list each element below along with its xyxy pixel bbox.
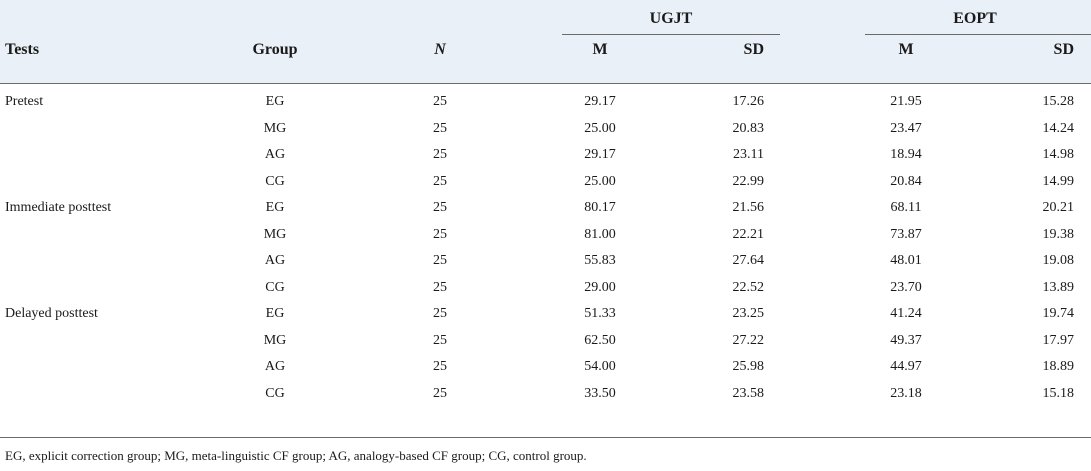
header-n: N <box>434 41 446 58</box>
cell-n: 25 <box>433 200 447 215</box>
eopt-group-rule <box>865 34 1091 35</box>
cell-n: 25 <box>433 359 447 374</box>
cell-ugjt-m: 25.00 <box>584 121 616 136</box>
cell-ugjt-sd: 25.98 <box>732 359 765 374</box>
cell-group: MG <box>263 227 287 242</box>
cell-eopt-sd: 19.74 <box>1042 306 1075 321</box>
table-header-band <box>0 0 1091 83</box>
cell-ugjt-m: 25.00 <box>584 174 616 189</box>
ugjt-group-rule <box>562 34 780 35</box>
cell-eopt-m: 18.94 <box>890 147 922 162</box>
cell-eopt-m: 73.87 <box>890 227 922 242</box>
cell-n: 25 <box>433 306 447 321</box>
cell-ugjt-sd: 22.52 <box>732 280 765 295</box>
cell-group: AG <box>264 147 286 162</box>
cell-eopt-m: 23.70 <box>890 280 922 295</box>
cell-eopt-sd: 14.24 <box>1042 121 1075 136</box>
cell-eopt-m: 20.84 <box>890 174 922 189</box>
cell-eopt-sd: 14.98 <box>1042 147 1075 162</box>
cell-eopt-m: 21.95 <box>890 94 922 109</box>
cell-n: 25 <box>433 280 447 295</box>
cell-ugjt-m: 55.83 <box>584 253 616 268</box>
cell-eopt-m: 44.97 <box>890 359 922 374</box>
cell-ugjt-sd: 21.56 <box>732 200 765 215</box>
cell-eopt-sd: 13.89 <box>1042 280 1075 295</box>
cell-ugjt-m: 62.50 <box>584 333 616 348</box>
cell-eopt-sd: 15.18 <box>1042 386 1075 401</box>
cell-n: 25 <box>433 253 447 268</box>
cell-eopt-m: 23.47 <box>890 121 922 136</box>
cell-group: MG <box>263 121 287 136</box>
header-ugjt-m: M <box>592 41 608 58</box>
header-ugjt-sd: SD <box>743 41 764 58</box>
cell-n: 25 <box>433 121 447 136</box>
cell-n: 25 <box>433 94 447 109</box>
cell-ugjt-sd: 27.64 <box>732 253 765 268</box>
cell-n: 25 <box>433 333 447 348</box>
cell-eopt-sd: 20.21 <box>1042 200 1075 215</box>
cell-eopt-m: 41.24 <box>890 306 922 321</box>
cell-group: EG <box>265 306 285 321</box>
cell-eopt-sd: 17.97 <box>1042 333 1075 348</box>
cell-ugjt-sd: 23.11 <box>733 147 764 162</box>
cell-n: 25 <box>433 174 447 189</box>
cell-eopt-m: 49.37 <box>890 333 922 348</box>
cell-ugjt-m: 33.50 <box>584 386 616 401</box>
header-eopt-m: M <box>898 41 914 58</box>
cell-ugjt-m: 29.00 <box>584 280 616 295</box>
cell-ugjt-sd: 27.22 <box>732 333 765 348</box>
cell-ugjt-m: 54.00 <box>584 359 616 374</box>
cell-ugjt-sd: 23.58 <box>732 386 765 401</box>
cell-eopt-sd: 14.99 <box>1042 174 1075 189</box>
cell-eopt-sd: 15.28 <box>1042 94 1075 109</box>
header-tests: Tests <box>5 41 40 58</box>
cell-group: EG <box>265 94 285 109</box>
cell-eopt-m: 48.01 <box>890 253 922 268</box>
cell-ugjt-sd: 22.21 <box>732 227 765 242</box>
cell-eopt-m: 68.11 <box>890 200 922 215</box>
cell-test: Delayed posttest <box>5 306 98 321</box>
header-eopt: EOPT <box>953 10 997 27</box>
cell-eopt-sd: 19.38 <box>1042 227 1075 242</box>
header-bottom-rule <box>0 83 1091 84</box>
cell-group: CG <box>265 174 285 189</box>
cell-group: CG <box>265 386 285 401</box>
cell-ugjt-m: 51.33 <box>584 306 616 321</box>
cell-group: CG <box>265 280 285 295</box>
cell-ugjt-m: 29.17 <box>584 147 616 162</box>
header-group: Group <box>252 41 298 58</box>
cell-n: 25 <box>433 147 447 162</box>
cell-group: AG <box>264 359 286 374</box>
cell-ugjt-sd: 22.99 <box>732 174 765 189</box>
cell-eopt-sd: 18.89 <box>1042 359 1075 374</box>
cell-test: Immediate posttest <box>5 200 112 215</box>
header-eopt-sd: SD <box>1053 41 1074 58</box>
cell-eopt-m: 23.18 <box>890 386 922 401</box>
cell-ugjt-m: 29.17 <box>584 94 616 109</box>
cell-ugjt-sd: 20.83 <box>732 121 765 136</box>
cell-group: AG <box>264 253 286 268</box>
cell-n: 25 <box>433 227 447 242</box>
cell-group: MG <box>263 333 287 348</box>
header-ugjt: UGJT <box>649 10 693 27</box>
cell-ugjt-m: 81.00 <box>584 227 616 242</box>
cell-ugjt-m: 80.17 <box>584 200 616 215</box>
cell-test: Pretest <box>5 94 44 109</box>
cell-n: 25 <box>433 386 447 401</box>
table-bottom-rule <box>0 437 1091 438</box>
cell-ugjt-sd: 17.26 <box>732 94 765 109</box>
table-footnote: EG, explicit correction group; MG, meta-… <box>5 448 587 463</box>
cell-ugjt-sd: 23.25 <box>732 306 765 321</box>
cell-eopt-sd: 19.08 <box>1042 253 1075 268</box>
cell-group: EG <box>265 200 285 215</box>
